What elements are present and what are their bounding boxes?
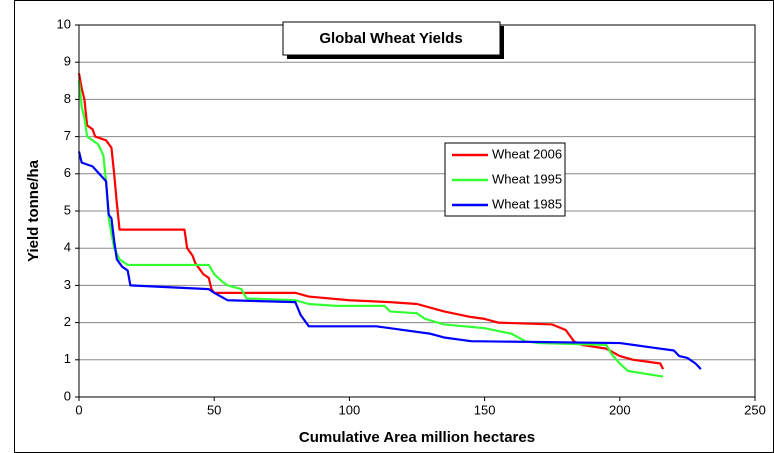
y-tick-label: 1 bbox=[64, 351, 71, 366]
lines bbox=[77, 73, 702, 378]
legend: Wheat 2006 Wheat 1995 Wheat 1985 bbox=[452, 146, 562, 211]
y-tick-label: 0 bbox=[64, 388, 71, 403]
series-line bbox=[77, 73, 665, 370]
chart-title: Global Wheat Yields bbox=[319, 30, 462, 47]
y-tick-label: 6 bbox=[64, 165, 71, 180]
y-tick-label: 8 bbox=[64, 91, 71, 106]
x-axis-label: Cumulative Area million hectares bbox=[299, 429, 535, 446]
y-tick-label: 4 bbox=[64, 240, 71, 255]
title-box bbox=[282, 21, 501, 56]
y-tick-label: 3 bbox=[64, 277, 71, 292]
y-tick-label: 7 bbox=[64, 128, 71, 143]
y-axis-label: Yield tonne/ha bbox=[25, 159, 42, 262]
x-tick-label: 50 bbox=[207, 402, 221, 417]
x-tick-label: 200 bbox=[609, 402, 631, 417]
chart-frame bbox=[14, 0, 774, 453]
legend-label: Wheat 1995 bbox=[492, 171, 562, 186]
x-tick-label: 250 bbox=[744, 402, 766, 417]
legend-label: Wheat 2006 bbox=[492, 146, 562, 161]
legend-label: Wheat 1985 bbox=[492, 196, 562, 211]
y-tick-label: 9 bbox=[64, 54, 71, 69]
x-tick-label: 100 bbox=[339, 402, 361, 417]
y-tick-label: 10 bbox=[57, 16, 71, 31]
x-tick-label: 150 bbox=[474, 402, 496, 417]
x-tick-label: 0 bbox=[75, 402, 82, 417]
y-tick-label: 2 bbox=[64, 314, 71, 329]
series-line bbox=[77, 151, 702, 370]
y-tick-label: 5 bbox=[64, 202, 71, 217]
